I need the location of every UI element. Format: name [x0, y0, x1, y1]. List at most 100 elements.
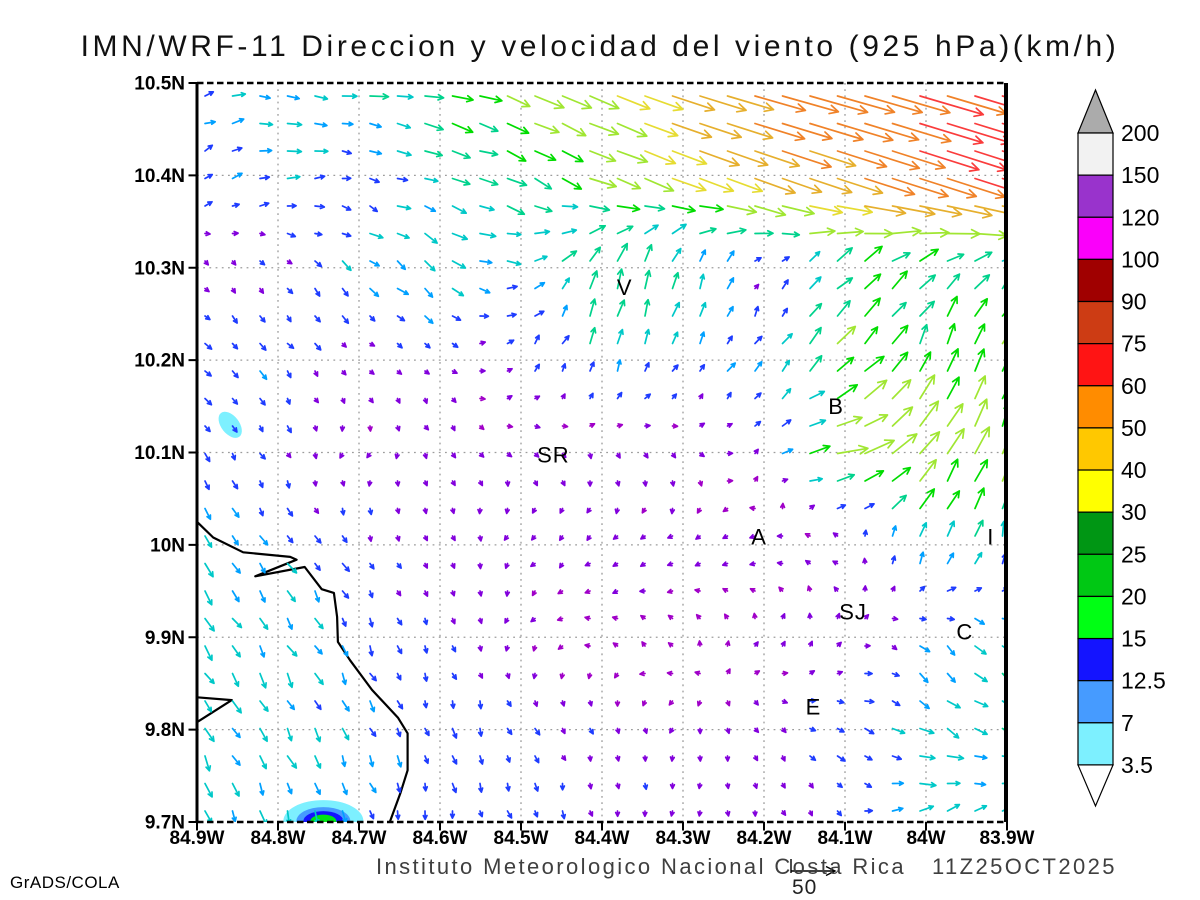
wind-arrow — [616, 391, 623, 400]
wind-arrow — [726, 335, 733, 345]
wind-arrow — [231, 810, 237, 822]
wind-arrow — [643, 452, 649, 459]
wind-arrow — [640, 614, 646, 621]
wind-arrow — [809, 390, 826, 400]
wind-arrow — [506, 122, 530, 135]
wind-arrow — [532, 645, 538, 652]
wind-arrow — [204, 342, 213, 350]
wind-arrow — [341, 93, 358, 100]
wind-arrow — [534, 334, 540, 345]
wind-arrow — [451, 232, 469, 241]
wind-arrow — [891, 615, 899, 622]
wind-arrow — [396, 205, 412, 211]
wind-arrow — [505, 672, 511, 680]
wind-arrow — [671, 301, 681, 317]
wind-arrow — [669, 755, 676, 762]
lat-tick-label: 10.2N — [134, 351, 185, 372]
wind-arrow — [231, 117, 245, 125]
lat-tick-label: 10.1N — [134, 443, 185, 464]
wind-arrow — [259, 535, 269, 546]
wind-arrow — [809, 177, 853, 195]
lat-tick-label: 9.9N — [145, 628, 185, 649]
wind-arrow — [862, 557, 868, 565]
wind-arrow — [231, 590, 240, 603]
wind-arrow — [286, 342, 295, 350]
wind-arrow — [809, 476, 824, 483]
wind-arrow — [506, 260, 522, 267]
wind-arrow — [781, 231, 801, 238]
wind-arrow — [891, 270, 908, 290]
colorbar-box — [1077, 385, 1114, 429]
wind-arrow — [891, 406, 914, 427]
wind-arrow — [231, 672, 240, 688]
wind-arrow — [946, 295, 958, 317]
wind-arrow — [204, 535, 213, 548]
wind-arrow — [616, 423, 624, 429]
wind-arrow — [726, 227, 747, 235]
wind-arrow — [204, 230, 211, 237]
wind-arrow — [396, 150, 412, 157]
wind-arrow — [479, 259, 493, 265]
wind-arrow — [286, 174, 301, 180]
wind-arrow — [451, 94, 474, 103]
lon-tick-label: 84.7W — [332, 828, 387, 849]
wind-arrow — [314, 122, 328, 128]
wind-arrow — [204, 755, 212, 772]
wind-arrow — [369, 177, 380, 184]
wind-arrow — [699, 363, 706, 372]
wind-arrow — [422, 810, 428, 821]
wind-arrow — [478, 452, 485, 458]
wind-arrow — [396, 93, 414, 100]
wind-arrow — [286, 617, 294, 630]
colorbar-label: 25 — [1121, 541, 1147, 567]
wind-arrow — [809, 250, 821, 262]
wind-arrow — [864, 326, 879, 345]
wind-arrow — [423, 424, 430, 431]
wind-arrow — [506, 284, 518, 290]
lon-tick-label: 84.6W — [413, 828, 468, 849]
coastline — [197, 521, 409, 822]
wind-arrow — [919, 300, 936, 317]
wind-arrow — [259, 727, 268, 743]
lon-tick-label: 84W — [906, 828, 945, 849]
wind-arrow — [749, 587, 756, 593]
wind-arrow — [286, 148, 303, 155]
wind-arrow — [286, 782, 293, 795]
wind-arrow — [862, 585, 868, 592]
wind-arrow — [642, 755, 648, 762]
wind-arrow — [314, 315, 321, 323]
wind-arrow — [286, 370, 292, 379]
wind-arrow — [451, 260, 467, 269]
wind-arrow — [699, 301, 707, 317]
wind-arrow — [699, 227, 717, 235]
wind-arrow — [204, 562, 214, 578]
wind-arrow — [809, 205, 844, 216]
wind-arrow — [752, 612, 758, 620]
city-label-i: I — [987, 524, 994, 549]
wind-arrow — [946, 727, 960, 739]
wind-arrow — [451, 727, 458, 739]
wind-arrow — [721, 561, 729, 567]
wind-arrow — [479, 368, 486, 374]
wind-arrow — [396, 260, 407, 271]
wind-arrow — [588, 727, 594, 735]
wind-arrow — [699, 331, 706, 345]
wind-arrow — [286, 95, 301, 101]
wind-arrow — [395, 507, 401, 515]
wind-arrow — [832, 532, 839, 538]
wind-arrow — [559, 507, 565, 514]
wind-arrow — [616, 299, 626, 317]
wind-arrow — [451, 122, 474, 134]
wind-arrow — [864, 379, 888, 400]
wind-arrow — [314, 231, 323, 237]
wind-arrow — [340, 507, 346, 516]
wind-arrow — [890, 555, 897, 565]
wind-arrow — [369, 755, 375, 768]
wind-arrow — [726, 250, 735, 262]
wind-arrow — [341, 672, 348, 686]
wind-arrow — [396, 617, 403, 626]
colorbar-box — [1077, 722, 1114, 766]
wind-arrow — [396, 590, 402, 597]
wind-arrow — [451, 755, 458, 765]
wind-arrow — [561, 203, 579, 210]
